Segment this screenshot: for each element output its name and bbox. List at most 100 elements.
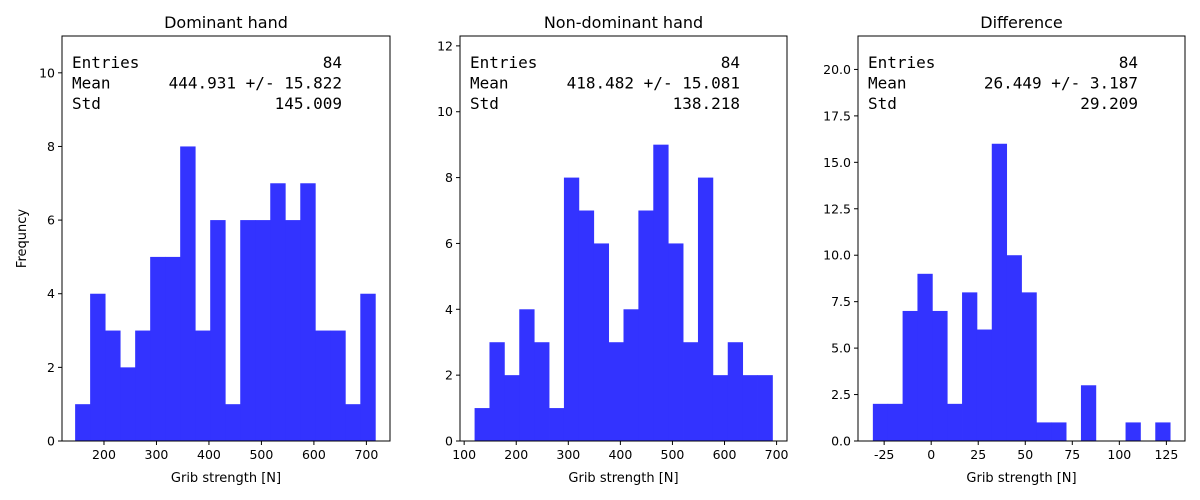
histogram-bar — [534, 342, 550, 441]
y-tick-label: 8 — [445, 170, 453, 185]
y-tick-label: 0 — [445, 434, 453, 449]
chart-panel-3: -25 0 25 50 75 100 125 0.0 2.5 5.0 7.5 10.0 12.5 15.0… — [823, 13, 1186, 486]
histogram-bar — [225, 404, 241, 441]
y-tick-label: 15.0 — [823, 155, 851, 170]
x-tick-label: 200 — [92, 447, 116, 462]
histogram-bar — [474, 408, 490, 441]
x-tick-label: 500 — [661, 447, 685, 462]
histogram-bar — [962, 292, 978, 441]
stats-mean-label: Mean — [72, 74, 111, 93]
histogram-bar — [712, 375, 729, 441]
chart-panel-1: 200 300 400 500 600 700 0 2 4 6 8 10 Dominant hand Gr… — [15, 13, 391, 486]
histogram-bar — [947, 403, 963, 441]
histogram-bar — [90, 293, 106, 441]
histogram-bar — [917, 273, 933, 441]
histogram-bar — [608, 342, 624, 441]
histogram-bar — [549, 408, 565, 441]
histogram-bar — [1051, 422, 1067, 441]
histogram-bar — [120, 367, 136, 441]
axes-frame — [459, 35, 788, 442]
chart-title: Non-dominant hand — [544, 13, 703, 32]
stats-entries-label: Entries — [470, 53, 537, 72]
histogram-bar — [270, 183, 286, 441]
x-tick-label: 50 — [1017, 447, 1033, 462]
histogram-bar — [1006, 255, 1022, 441]
x-tick-label: 200 — [504, 447, 528, 462]
histogram-bar — [683, 342, 699, 441]
x-tick-label: 300 — [145, 447, 169, 462]
histogram-bar — [195, 330, 211, 441]
histogram-bar — [1155, 422, 1171, 441]
stats-entries-value: 84 — [721, 53, 740, 72]
histogram-bar — [887, 403, 903, 441]
y-axis-label: Frequncy — [15, 209, 30, 268]
y-tick-label: 2 — [445, 368, 453, 383]
x-tick-label: 75 — [1064, 447, 1080, 462]
histogram-bar — [991, 143, 1008, 441]
x-tick-label: 600 — [302, 447, 326, 462]
histogram-bar — [360, 293, 376, 441]
y-tick-label: 20.0 — [823, 62, 851, 77]
histogram-bar — [519, 309, 535, 441]
y-tick-label: 7.5 — [831, 294, 851, 309]
stats-entries-value: 84 — [323, 53, 342, 72]
histogram-bar — [285, 220, 301, 441]
histogram-bar — [489, 342, 505, 441]
histogram-bar — [757, 375, 773, 441]
histogram-bar — [727, 342, 744, 441]
histogram-bar — [1080, 385, 1097, 441]
histogram-bar — [300, 183, 316, 441]
histogram-bar — [872, 403, 889, 441]
x-tick-label: 500 — [249, 447, 273, 462]
x-tick-label: 100 — [452, 447, 476, 462]
histogram-bar — [135, 330, 151, 441]
histogram-bar — [623, 309, 639, 441]
y-tick-label: 4 — [445, 302, 453, 317]
y-tick-label: 2.5 — [831, 387, 851, 402]
stats-std-value: 138.218 — [673, 94, 740, 113]
x-axis-label: Grib strength [N] — [568, 471, 678, 486]
x-tick-label: 300 — [556, 447, 580, 462]
stats-std-value: 29.209 — [1080, 94, 1138, 113]
y-tick-label: 2 — [47, 360, 55, 375]
y-tick-label: 17.5 — [823, 108, 851, 123]
stats-entries-label: Entries — [72, 53, 139, 72]
x-tick-label: 600 — [713, 447, 737, 462]
stats-std-label: Std — [470, 94, 499, 113]
histogram-bar — [210, 220, 226, 441]
stats-std-label: Std — [72, 94, 101, 113]
histogram-bar — [1036, 422, 1052, 441]
x-tick-label: 25 — [970, 447, 986, 462]
stats-mean-label: Mean — [868, 74, 907, 93]
x-tick-label: 400 — [608, 447, 632, 462]
y-tick-label: 6 — [47, 213, 55, 228]
y-tick-label: 4 — [47, 286, 55, 301]
stats-mean-value: 26.449 +/- 3.187 — [984, 74, 1138, 93]
chart-title: Dominant hand — [164, 13, 288, 32]
stats-mean-value: 418.482 +/- 15.081 — [567, 74, 740, 93]
histogram-bar — [638, 210, 654, 441]
y-tick-label: 12 — [437, 38, 453, 53]
x-tick-label: 100 — [1107, 447, 1131, 462]
histogram-bar — [653, 144, 669, 441]
histogram-bar — [668, 243, 684, 441]
x-axis-label: Grib strength [N] — [171, 471, 281, 486]
x-tick-label: 400 — [197, 447, 221, 462]
histogram-bar — [563, 177, 580, 441]
x-tick-label: 0 — [927, 447, 935, 462]
histogram-bar — [578, 210, 595, 441]
y-tick-label: 8 — [47, 139, 55, 154]
histogram-bar — [697, 177, 714, 441]
y-tick-label: 5.0 — [831, 341, 851, 356]
histogram-bar — [902, 310, 918, 441]
histogram-bar — [255, 220, 271, 441]
stats-mean-value: 444.931 +/- 15.822 — [169, 74, 342, 93]
stats-entries-label: Entries — [868, 53, 935, 72]
histogram-bar — [150, 256, 166, 441]
y-tick-label: 0 — [47, 434, 55, 449]
stats-mean-label: Mean — [470, 74, 509, 93]
histogram-bar — [75, 404, 91, 441]
y-tick-label: 10.0 — [823, 248, 851, 263]
y-tick-label: 12.5 — [823, 201, 851, 216]
